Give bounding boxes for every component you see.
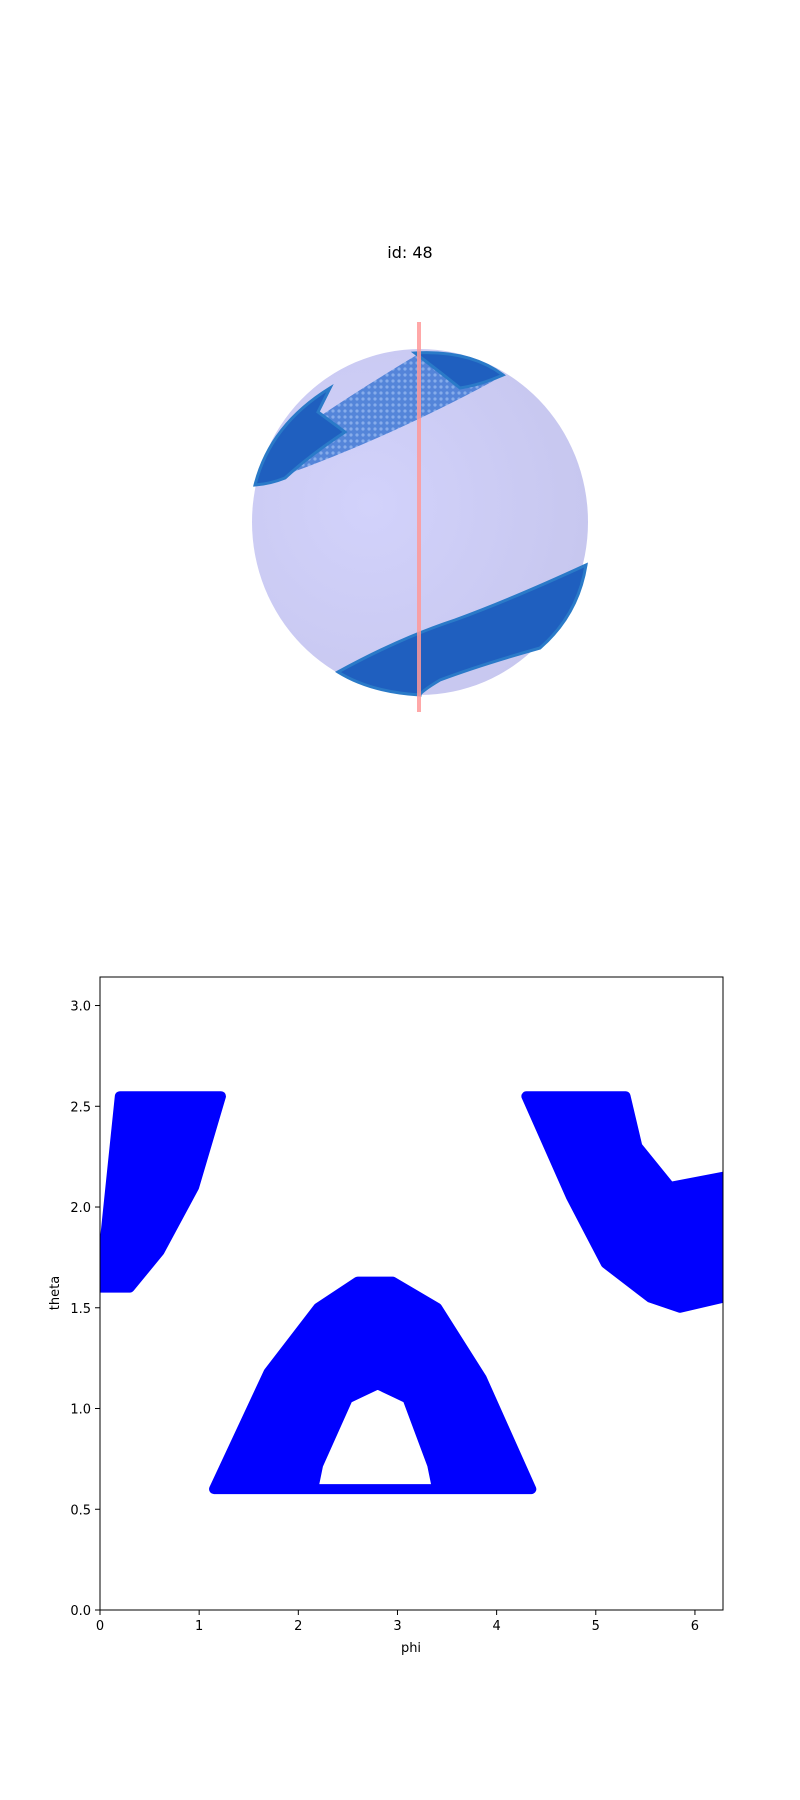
x-axis-label: phi (401, 1641, 421, 1656)
y-axis-ticks: 0.0 0.5 1.0 1.5 2.0 2.5 3.0 (70, 1000, 100, 1619)
x-tick-label: 1 (195, 1619, 203, 1634)
y-tick-label: 3.0 (70, 1000, 91, 1015)
plot-frame (99, 976, 724, 1611)
sphere-band-upper-back (285, 353, 502, 475)
x-tick-label: 6 (691, 1619, 699, 1634)
x-tick-label: 3 (393, 1619, 401, 1634)
x-tick-label: 5 (592, 1619, 600, 1634)
scatter-plot: 0 1 2 3 4 5 6 0.0 0.5 1.0 1.5 2.0 2.5 3.0 phi theta (48, 976, 724, 1656)
scatter-region-upper-right (521, 1091, 723, 1313)
scatter-markers (100, 1091, 723, 1495)
scatter-region-center-arch (209, 1276, 537, 1495)
x-tick-label: 0 (96, 1619, 104, 1634)
sphere-band-upper-cap (410, 351, 506, 390)
sphere-band-upper (253, 383, 348, 487)
y-tick-label: 0.5 (70, 1503, 91, 1518)
y-tick-label: 1.0 (70, 1403, 91, 1418)
x-tick-label: 4 (492, 1619, 500, 1634)
x-axis-ticks: 0 1 2 3 4 5 6 (96, 1610, 699, 1634)
y-axis-label: theta (48, 1276, 63, 1310)
y-tick-label: 2.0 (70, 1201, 91, 1216)
y-tick-label: 1.5 (70, 1302, 91, 1317)
sphere-plot: id: 48 (252, 243, 588, 712)
sphere-title: id: 48 (387, 243, 432, 262)
scatter-region-upper-left (100, 1091, 226, 1293)
y-tick-label: 2.5 (70, 1100, 91, 1115)
y-tick-label: 0.0 (70, 1604, 91, 1619)
x-tick-label: 2 (294, 1619, 302, 1634)
